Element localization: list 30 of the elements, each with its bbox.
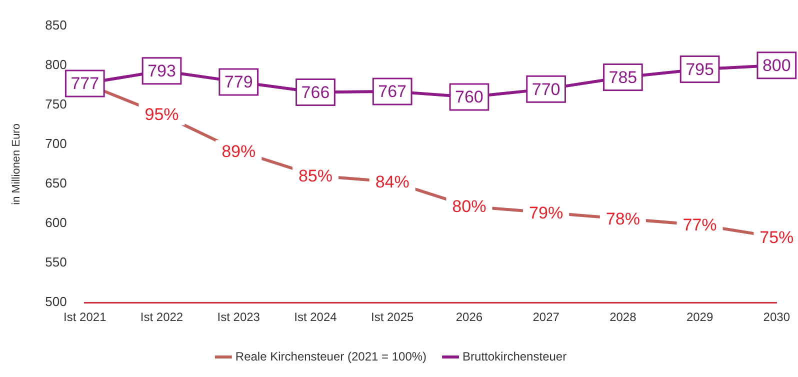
data-label: 89% (222, 142, 256, 161)
x-tick-label: Ist 2021 (64, 310, 107, 324)
data-label: 79% (529, 203, 564, 222)
x-tick-label: Ist 2024 (294, 310, 338, 324)
y-tick-label: 850 (45, 17, 67, 32)
y-tick-label: 550 (45, 254, 67, 270)
data-label: 95% (144, 104, 179, 124)
x-tick-label: Ist 2023 (217, 310, 260, 324)
x-tick-label: Ist 2022 (140, 310, 184, 324)
y-tick-label: 600 (45, 215, 67, 230)
y-tick-label: 500 (45, 294, 67, 310)
data-label: 78% (606, 209, 640, 228)
x-tick-label: 2028 (610, 310, 637, 324)
data-label: 85% (298, 166, 332, 186)
data-label: 80% (452, 197, 486, 216)
y-tick-label: 700 (45, 136, 67, 152)
data-label: 84% (375, 172, 410, 192)
x-tick-label: 2029 (686, 310, 714, 324)
legend-label: Bruttokirchensteuer (462, 349, 567, 364)
y-tick-label: 750 (45, 96, 67, 112)
y-axis-title: in Millionen Euro (10, 124, 23, 205)
x-tick-label: 2026 (456, 310, 483, 324)
x-tick-label: 2027 (532, 310, 560, 324)
y-tick-label: 800 (45, 56, 67, 72)
legend-label: Reale Kirchensteuer (2021 = 100%) (235, 349, 427, 364)
x-tick-label: Ist 2025 (370, 310, 414, 324)
data-label: 77% (682, 216, 717, 235)
y-tick-label: 650 (45, 176, 67, 191)
data-label: 75% (760, 228, 794, 247)
x-tick-label: 2030 (763, 310, 790, 324)
